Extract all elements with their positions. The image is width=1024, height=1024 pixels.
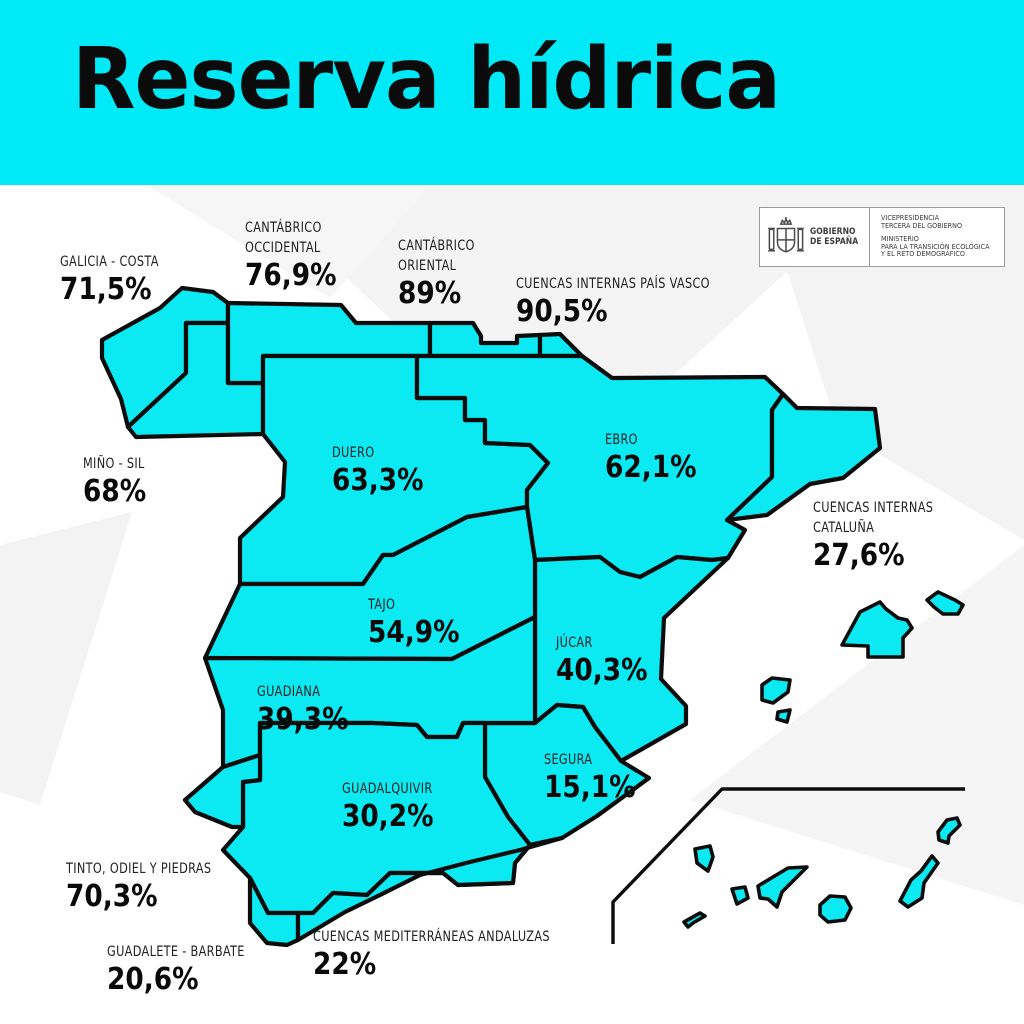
island-lanzarote xyxy=(936,816,962,845)
ministry-line: MINISTERIO xyxy=(881,235,919,244)
basin-name-tajo: TAJO xyxy=(367,597,395,614)
basin-value-cuencas-mediterraneas-andaluzas: 22% xyxy=(313,946,376,981)
dept-line: TERCERA DEL GOBIERNO xyxy=(881,221,963,230)
gobierno-line1: GOBIERNO xyxy=(810,227,856,237)
basin-value-ebro: 62,1% xyxy=(605,449,697,484)
basin-name-cantabrico-occidental: CANTÁBRICO xyxy=(245,219,322,237)
island-menorca xyxy=(925,590,965,616)
island-la-gomera xyxy=(730,885,750,906)
background-facet xyxy=(690,545,1024,905)
basin-value-guadalquivir: 30,2% xyxy=(342,798,434,833)
basin-value-cantabrico-occidental: 76,9% xyxy=(245,257,337,292)
dept-line: VICEPRESIDENCIA xyxy=(881,214,940,222)
basin-value-cantabrico-oriental: 89% xyxy=(398,275,461,310)
basin-value-jucar: 40,3% xyxy=(556,652,648,687)
page-title: Reserva hídrica xyxy=(72,30,781,129)
spain-coat-of-arms-icon xyxy=(768,217,804,253)
island-tenerife xyxy=(756,865,809,909)
background-facet xyxy=(0,512,132,805)
basin-name-galicia-costa: GALICIA - COSTA xyxy=(60,254,159,271)
island-mallorca xyxy=(840,600,914,659)
basin-name-cantabrico-occidental: OCCIDENTAL xyxy=(245,240,321,257)
basin-value-duero: 63,3% xyxy=(332,462,424,497)
gobierno-logo-left: GOBIERNO DE ESPAÑA xyxy=(760,208,870,266)
basin-name-ebro: EBRO xyxy=(605,432,638,449)
basin-value-guadiana: 39,3% xyxy=(257,701,349,736)
ministry-line: Y EL RETO DEMOGRÁFICO xyxy=(881,250,965,259)
gobierno-logo: GOBIERNO DE ESPAÑA VICEPRESIDENCIA TERCE… xyxy=(759,207,1005,267)
background-facet xyxy=(250,186,880,480)
basin-value-segura: 15,1% xyxy=(544,769,636,804)
island-gran-canaria xyxy=(818,894,853,924)
region-cuencas-internas-cataluna xyxy=(724,391,883,523)
basin-name-segura: SEGURA xyxy=(544,752,592,769)
background-facet xyxy=(148,186,430,298)
basin-value-galicia-costa: 71,5% xyxy=(60,271,152,306)
basin-name-cantabrico-oriental: ORIENTAL xyxy=(398,258,457,275)
basin-value-cuencas-internas-cataluna: 27,6% xyxy=(813,537,905,572)
basin-value-tinto-odiel-y-piedras: 70,3% xyxy=(66,878,158,913)
basin-value-tajo: 54,9% xyxy=(368,614,460,649)
gobierno-line2: DE ESPAÑA xyxy=(810,237,859,247)
island-el-hierro xyxy=(682,911,707,929)
island-formentera xyxy=(775,708,792,724)
basin-name-cantabrico-oriental: CANTÁBRICO xyxy=(398,237,475,255)
gobierno-logo-right: VICEPRESIDENCIA TERCERA DEL GOBIERNO MIN… xyxy=(870,208,1004,266)
ministry-line: PARA LA TRANSICIÓN ECOLÓGICA xyxy=(881,242,990,251)
background-facet xyxy=(760,186,1024,540)
basin-name-mino-sil: MIÑO - SIL xyxy=(83,455,145,473)
island-fuerteventura xyxy=(898,854,940,909)
basin-name-guadalete-barbate: GUADALETE - BARBATE xyxy=(107,944,245,961)
island-ibiza xyxy=(760,676,792,705)
island-la-palma xyxy=(693,844,715,873)
basin-name-jucar: JÚCAR xyxy=(555,634,593,652)
basin-name-cuencas-internas-cataluna: CATALUÑA xyxy=(813,519,874,537)
vicepresidencia-block: VICEPRESIDENCIA TERCERA DEL GOBIERNO xyxy=(881,214,994,230)
basin-name-guadiana: GUADIANA xyxy=(257,684,320,701)
header-band: Reserva hídrica xyxy=(0,0,1024,185)
basin-name-cuencas-internas-pais-vasco: CUENCAS INTERNAS PAÍS VASCO xyxy=(516,275,710,293)
basin-name-cuencas-mediterraneas-andaluzas: CUENCAS MEDITERRÁNEAS ANDALUZAS xyxy=(313,928,550,946)
region-tinto-odiel-y-piedras xyxy=(182,752,263,830)
gobierno-text: GOBIERNO DE ESPAÑA xyxy=(810,227,858,247)
region-guadalete-barbate xyxy=(247,875,301,948)
basin-value-guadalete-barbate: 20,6% xyxy=(107,961,199,996)
basin-value-mino-sil: 68% xyxy=(83,473,146,508)
basin-name-guadalquivir: GUADALQUIVIR xyxy=(342,781,432,798)
basin-value-cuencas-internas-pais-vasco: 90,5% xyxy=(516,293,608,328)
ministerio-block: MINISTERIO PARA LA TRANSICIÓN ECOLÓGICA … xyxy=(881,236,994,259)
basin-name-tinto-odiel-y-piedras: TINTO, ODIEL Y PIEDRAS xyxy=(65,861,211,878)
basin-name-cuencas-internas-cataluna: CUENCAS INTERNAS xyxy=(813,500,933,517)
basin-name-duero: DUERO xyxy=(332,445,374,462)
region-cuencas-mediterraneas-andaluzas xyxy=(295,835,565,943)
canary-islands-boundary xyxy=(611,787,965,944)
